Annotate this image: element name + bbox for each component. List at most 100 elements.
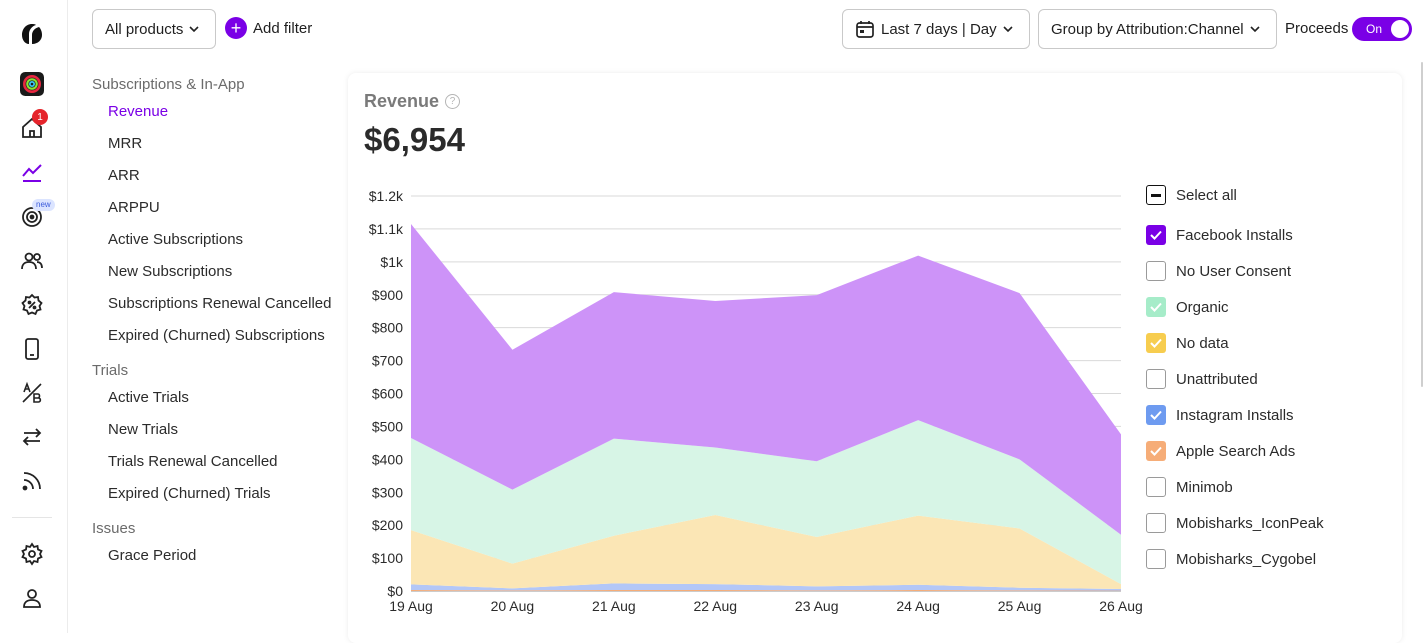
chevron-down-icon [1003, 26, 1013, 33]
legend-item[interactable]: Mobisharks_IconPeak [1146, 505, 1396, 541]
help-icon[interactable]: ? [445, 94, 461, 109]
checked-checkbox-icon[interactable] [1146, 405, 1166, 425]
proceeds-label: Proceeds [1285, 20, 1349, 37]
ab-test-icon[interactable] [18, 379, 46, 407]
y-tick-label: $1.2k [369, 188, 404, 204]
legend-item[interactable]: Minimob [1146, 469, 1396, 505]
x-tick-label: 19 Aug [389, 598, 433, 614]
legend-label: Organic [1176, 298, 1229, 316]
checkbox-icon[interactable] [1146, 369, 1166, 389]
indeterminate-checkbox-icon[interactable] [1146, 185, 1166, 205]
legend-item[interactable]: Mobisharks_Cygobel [1146, 541, 1396, 577]
area-series[interactable] [411, 583, 1121, 591]
legend-item[interactable]: No data [1146, 325, 1396, 361]
menu-item[interactable]: Grace Period [108, 547, 197, 564]
menu-item[interactable]: Active Trials [108, 389, 189, 406]
y-tick-label: $100 [372, 550, 403, 566]
app-logo-icon[interactable] [18, 20, 46, 48]
checked-checkbox-icon[interactable] [1146, 225, 1166, 245]
checked-checkbox-icon[interactable] [1146, 441, 1166, 461]
device-icon[interactable] [18, 335, 46, 363]
legend-label: Facebook Installs [1176, 226, 1293, 244]
checkbox-icon[interactable] [1146, 261, 1166, 281]
y-tick-label: $900 [372, 287, 403, 303]
menu-item[interactable]: ARPPU [108, 199, 160, 216]
area-series[interactable] [411, 514, 1121, 590]
menu-item[interactable]: Subscriptions Renewal Cancelled [108, 295, 332, 312]
menu-group-title: Subscriptions & In-App [92, 76, 245, 93]
legend-item[interactable]: Facebook Installs [1146, 217, 1396, 253]
home-icon[interactable] [18, 114, 46, 142]
x-tick-label: 25 Aug [998, 598, 1042, 614]
rail-divider [12, 517, 52, 518]
products-dropdown[interactable]: All products [92, 9, 216, 49]
menu-item[interactable]: MRR [108, 135, 143, 152]
toggle-knob [1391, 20, 1409, 38]
plus-icon: + [225, 17, 247, 39]
menu-group-title: Issues [92, 520, 136, 537]
chart-legend: Select all Facebook Installs No User Conse… [1146, 177, 1396, 577]
add-filter-button[interactable]: + Add filter [225, 17, 312, 39]
card-title-text: Revenue [364, 91, 440, 111]
toggle-label: On [1366, 22, 1383, 36]
legend-label: Apple Search Ads [1176, 442, 1296, 460]
chevron-down-icon [1250, 26, 1260, 33]
menu-item[interactable]: Revenue [108, 103, 169, 120]
revenue-total: $6,954 [364, 121, 465, 158]
checkbox-icon[interactable] [1146, 549, 1166, 569]
legend-item[interactable]: Apple Search Ads [1146, 433, 1396, 469]
analytics-icon[interactable] [18, 158, 46, 186]
legend-label: Mobisharks_IconPeak [1176, 514, 1324, 532]
legend-select-all[interactable]: Select all [1146, 177, 1396, 213]
y-tick-label: $1.1k [369, 221, 404, 237]
proceeds-toggle[interactable]: On [1352, 17, 1412, 41]
revenue-chart: $0 $100 $200 $300 $400 $500 $600 $700 $800 $900 $1… [369, 188, 1143, 614]
menu-item[interactable]: Trials Renewal Cancelled [108, 453, 278, 470]
legend-label: No data [1176, 334, 1229, 352]
area-series[interactable] [411, 223, 1121, 535]
chevron-down-icon [189, 26, 199, 33]
new-badge: new [32, 199, 55, 211]
date-range-label: Last 7 days | Day [881, 20, 997, 38]
x-tick-label: 20 Aug [491, 598, 535, 614]
checkbox-icon[interactable] [1146, 477, 1166, 497]
legend-item[interactable]: Instagram Installs [1146, 397, 1396, 433]
feed-icon[interactable] [18, 467, 46, 495]
y-tick-label: $300 [372, 484, 403, 500]
checked-checkbox-icon[interactable] [1146, 333, 1166, 353]
users-icon[interactable] [18, 247, 46, 275]
menu-item[interactable]: Active Subscriptions [108, 231, 244, 248]
checkbox-icon[interactable] [1146, 513, 1166, 533]
app-avatar-icon[interactable] [18, 70, 46, 98]
swap-icon[interactable] [18, 423, 46, 451]
notification-badge: 1 [32, 109, 48, 125]
y-tick-label: $700 [372, 353, 403, 369]
menu-item[interactable]: New Subscriptions [108, 263, 233, 280]
card-title: Revenue ? [364, 91, 461, 112]
checked-checkbox-icon[interactable] [1146, 297, 1166, 317]
legend-item[interactable]: No User Consent [1146, 253, 1396, 289]
group-by-dropdown[interactable]: Group by Attribution:Channel [1038, 9, 1277, 49]
legend-label: No User Consent [1176, 262, 1292, 280]
x-tick-label: 24 Aug [896, 598, 940, 614]
products-label: All products [105, 20, 184, 38]
legend-item[interactable]: Unattributed [1146, 361, 1396, 397]
x-tick-label: 26 Aug [1099, 598, 1143, 614]
menu-item[interactable]: ARR [108, 167, 140, 184]
menu-item[interactable]: New Trials [108, 421, 179, 438]
legend-label: Select all [1176, 186, 1237, 204]
page-scrollbar[interactable] [1421, 62, 1423, 387]
menu-item[interactable]: Expired (Churned) Subscriptions [108, 327, 325, 344]
legend-label: Mobisharks_Cygobel [1176, 550, 1317, 568]
y-tick-label: $0 [387, 583, 403, 599]
settings-icon[interactable] [18, 540, 46, 568]
profile-icon[interactable] [18, 584, 46, 612]
area-series[interactable] [411, 420, 1121, 585]
discount-icon[interactable] [18, 291, 46, 319]
y-tick-label: $1k [380, 254, 404, 270]
area-series[interactable] [411, 590, 1121, 591]
menu-item[interactable]: Expired (Churned) Trials [108, 485, 271, 502]
legend-item[interactable]: Organic [1146, 289, 1396, 325]
date-range-dropdown[interactable]: Last 7 days | Day [842, 9, 1030, 49]
icon-rail: 1 new [0, 0, 68, 633]
